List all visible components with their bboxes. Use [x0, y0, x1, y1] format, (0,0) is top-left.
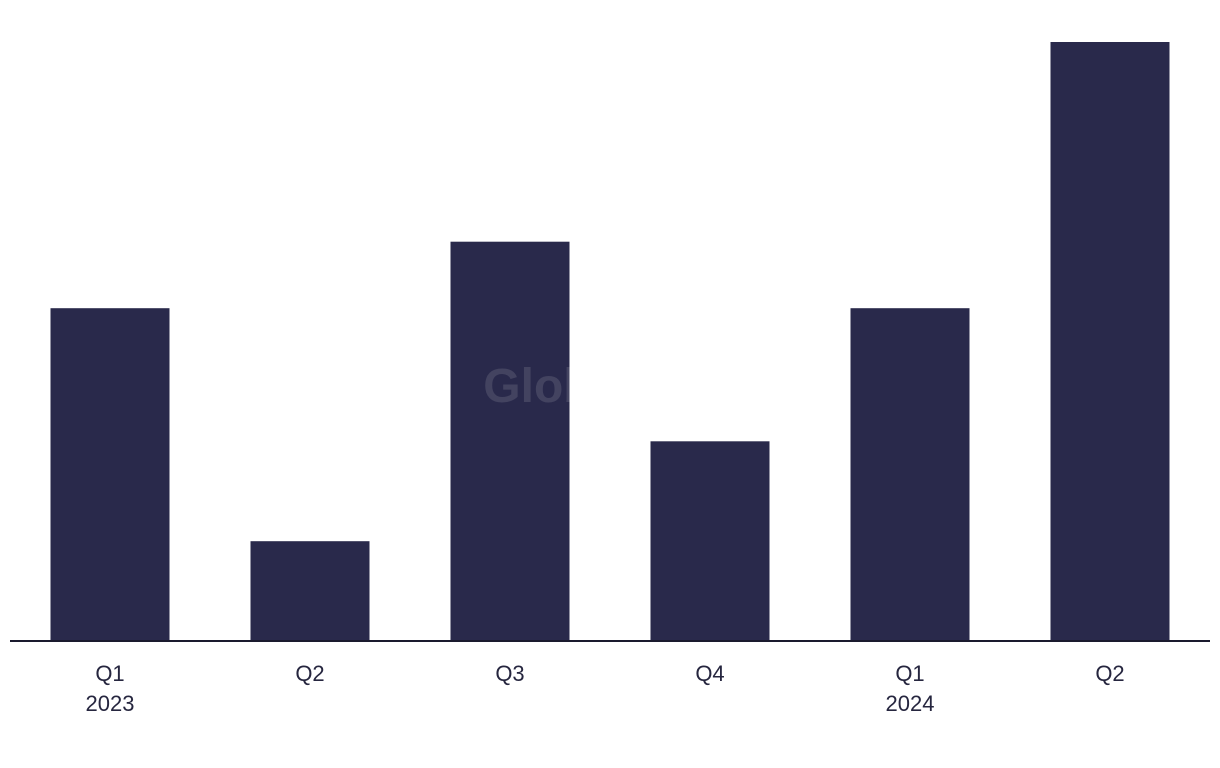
- x-tick-label-5: Q1: [895, 661, 924, 686]
- bar-3: [450, 241, 570, 641]
- bar-6: [1050, 42, 1170, 641]
- x-tick-label-3: Q3: [495, 661, 524, 686]
- bar-4: [650, 441, 770, 641]
- bars-group: [50, 42, 1170, 641]
- watermark-text: GlobalData: [483, 360, 737, 413]
- x-group-label-1: 2023: [86, 691, 135, 716]
- bar-2: [250, 541, 370, 641]
- bar-5: [850, 308, 970, 641]
- x-tick-label-4: Q4: [695, 661, 724, 686]
- x-group-label-5: 2024: [886, 691, 935, 716]
- bar-1: [50, 308, 170, 641]
- x-tick-labels: Q1 2023 Q2 Q3 Q4 Q1 2024 Q2: [86, 661, 1125, 716]
- x-tick-label-1: Q1: [95, 661, 124, 686]
- x-tick-label-2: Q2: [295, 661, 324, 686]
- x-tick-label-6: Q2: [1095, 661, 1124, 686]
